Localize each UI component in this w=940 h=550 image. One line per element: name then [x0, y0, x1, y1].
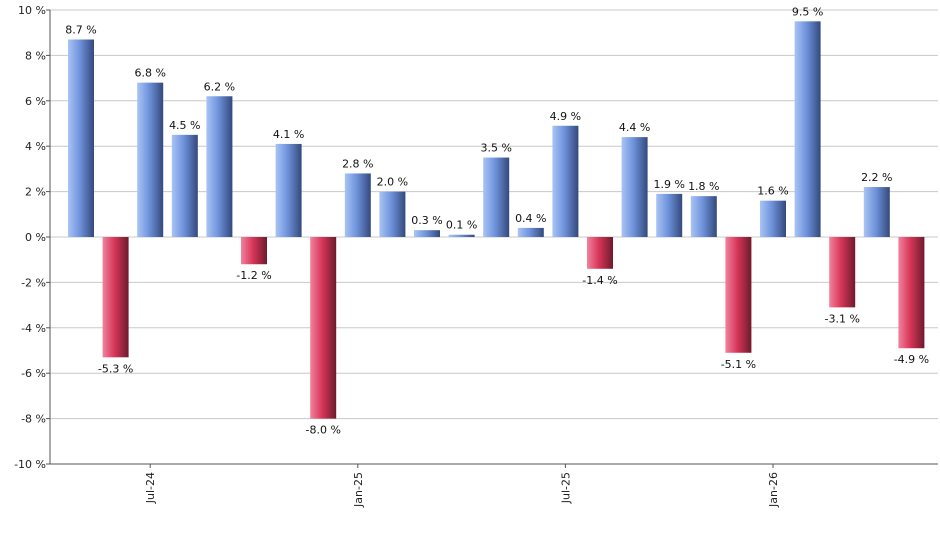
bar: [414, 230, 440, 237]
x-tick-label: Jul-25: [559, 472, 572, 504]
y-tick-label: -8 %: [21, 413, 46, 426]
bar-value-label: 2.2 %: [861, 171, 892, 184]
bar: [344, 173, 371, 237]
y-tick-label: -6 %: [21, 367, 46, 380]
bar: [310, 237, 337, 419]
bar-value-label: 4.5 %: [169, 119, 200, 132]
bar-value-label: -5.3 %: [98, 362, 133, 375]
bar: [448, 234, 475, 237]
bar-value-label: -4.9 %: [894, 353, 929, 366]
bar-value-label: 6.2 %: [204, 80, 235, 93]
y-tick-label: 4 %: [25, 140, 46, 153]
bar: [68, 39, 94, 238]
bar-value-label: 6.8 %: [134, 67, 165, 80]
y-tick-label: 6 %: [25, 95, 46, 108]
y-tick-label: 2 %: [25, 186, 46, 199]
bar: [863, 187, 890, 237]
bar: [171, 134, 198, 237]
x-tick-label: Jul-24: [144, 472, 157, 504]
bar-value-label: 9.5 %: [792, 5, 823, 18]
bar: [517, 227, 544, 237]
bar-value-label: 4.9 %: [550, 110, 581, 123]
bar: [206, 96, 233, 237]
bar-value-label: -8.0 %: [305, 424, 340, 437]
bar-value-label: 8.7 %: [65, 24, 96, 37]
y-tick-label: -4 %: [21, 322, 46, 335]
bar-value-label: -1.2 %: [236, 269, 271, 282]
y-tick-label: 10 %: [18, 4, 46, 17]
bar-value-label: 0.1 %: [446, 219, 477, 232]
bar-value-label: 0.3 %: [411, 214, 442, 227]
bar-value-label: 4.4 %: [619, 121, 650, 134]
bar: [794, 21, 821, 237]
bar-value-label: 1.6 %: [757, 185, 788, 198]
bar: [552, 125, 579, 237]
bar-value-label: 4.1 %: [273, 128, 304, 141]
y-tick-label: -10 %: [14, 458, 46, 471]
bar: [587, 237, 613, 269]
x-tick-label: Jan-26: [767, 472, 780, 508]
y-tick-label: 8 %: [25, 49, 46, 62]
bar: [656, 193, 683, 237]
bar-value-label: -3.1 %: [824, 312, 859, 325]
bar-value-label: 1.8 %: [688, 180, 719, 193]
bar-value-label: 3.5 %: [480, 142, 511, 155]
bar: [102, 237, 129, 358]
bar-value-label: 2.0 %: [377, 176, 408, 189]
x-tick-label: Jan-25: [352, 472, 365, 508]
bar: [137, 82, 164, 237]
bar-value-label: -5.1 %: [721, 358, 756, 371]
bar: [241, 237, 267, 265]
bar-value-label: -1.4 %: [582, 274, 617, 287]
bar: [690, 196, 717, 237]
bar-value-label: 2.8 %: [342, 157, 373, 170]
bar-value-label: 1.9 %: [653, 178, 684, 191]
labels: 10 % 8 % 6 % 4 % 2 % 0 % -2 % -4 % -6 % -8 % -10 %…: [14, 4, 929, 508]
bar: [379, 191, 406, 237]
y-tick-label: -2 %: [21, 276, 46, 289]
bar: [829, 237, 856, 308]
bar: [725, 237, 752, 353]
bar: [483, 157, 510, 237]
axes: [46, 9, 938, 468]
bars: [68, 21, 925, 419]
bar: [275, 143, 302, 237]
bar: [621, 137, 648, 237]
bar: [898, 237, 925, 349]
y-tick-label: 0 %: [25, 231, 46, 244]
bar: [760, 200, 786, 237]
bar-value-label: 0.4 %: [515, 212, 546, 225]
